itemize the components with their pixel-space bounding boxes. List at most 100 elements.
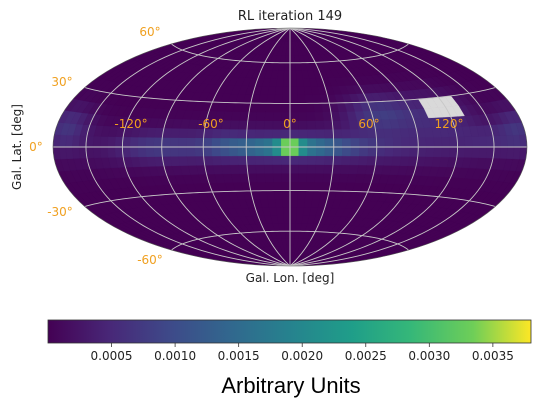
heatmap-pixel <box>92 135 102 148</box>
heatmap-pixel <box>376 146 386 157</box>
heatmap-pixel <box>289 190 299 200</box>
heatmap-pixel <box>282 198 291 208</box>
heatmap-pixel <box>178 128 189 138</box>
heatmap-pixel <box>456 136 466 148</box>
heatmap-pixel <box>425 146 435 157</box>
heatmap-pixel <box>170 127 181 138</box>
heatmap-pixel <box>284 55 291 64</box>
heatmap-pixel <box>359 137 369 148</box>
heatmap-pixel <box>281 146 291 157</box>
heatmap-pixel <box>263 120 274 130</box>
lon-tick-0: 0° <box>283 117 297 131</box>
heatmap-pixel <box>306 173 316 183</box>
heatmap-pixel <box>289 62 297 71</box>
heatmap-pixel <box>276 70 285 79</box>
heatmap-pixel <box>297 181 307 191</box>
heatmap-pixel <box>267 86 277 96</box>
heatmap-pixel <box>122 136 132 148</box>
heatmap-pixel <box>298 137 308 148</box>
heatmap-pixel <box>331 120 342 130</box>
heatmap-pixel <box>228 137 238 148</box>
heatmap-pixel <box>297 173 308 183</box>
colorbar-tick-label: 0.0035 <box>472 349 514 363</box>
heatmap-pixel <box>289 173 299 183</box>
heatmap-pixel <box>425 137 435 148</box>
heatmap-pixel <box>324 129 334 139</box>
colorbar-tick-label: 0.0025 <box>345 349 387 363</box>
heatmap-pixel <box>375 155 386 166</box>
heatmap-pixel <box>297 190 306 200</box>
heatmap-pixel <box>99 136 109 148</box>
heatmap-pixel <box>145 137 155 148</box>
heatmap-pixel <box>170 156 181 167</box>
heatmap-pixel <box>153 146 163 157</box>
heatmap-pixel <box>332 128 343 139</box>
heatmap-pixel <box>315 155 326 165</box>
heatmap-pixel <box>499 135 508 148</box>
heatmap-pixel <box>255 120 265 130</box>
heatmap-pixel <box>107 136 116 148</box>
heatmap-pixel <box>264 111 274 121</box>
heatmap-pixel <box>441 136 451 148</box>
heatmap-pixel <box>129 146 139 158</box>
heatmap-pixel <box>237 137 247 148</box>
heatmap-pixel <box>358 155 369 166</box>
heatmap-pixel <box>254 146 265 157</box>
heatmap-pixel <box>313 103 323 113</box>
heatmap-pixel <box>72 146 81 159</box>
colorbar-ticks: 0.0005 0.0010 0.0015 0.0020 0.0025 0.0030 0.00… <box>91 343 514 363</box>
heatmap-pixel <box>305 103 315 113</box>
heatmap-pixel <box>296 86 306 96</box>
heatmap-pixel <box>237 146 247 157</box>
heatmap-pixel <box>391 156 402 166</box>
heatmap-pixel <box>298 129 308 139</box>
heatmap-pixel <box>306 111 316 121</box>
heatmap-pixel <box>153 137 163 148</box>
heatmap-pixel <box>341 155 352 166</box>
heatmap-pixel <box>211 146 221 157</box>
heatmap-pixel <box>72 135 81 148</box>
heatmap-pixel <box>258 190 268 200</box>
heatmap-pixel <box>256 173 266 183</box>
heatmap-pixel <box>367 146 377 157</box>
heatmap-pixel <box>283 215 291 224</box>
heatmap-pixel <box>324 146 334 157</box>
heatmap-pixel <box>254 129 265 139</box>
heatmap-pixel <box>169 137 179 148</box>
heatmap-pixel <box>282 86 291 96</box>
heatmap-pixel <box>289 94 299 104</box>
x-axis-label: Gal. Lon. [deg] <box>246 271 335 285</box>
heatmap-pixel <box>464 146 473 158</box>
heatmap-pixel <box>254 155 265 165</box>
heatmap-pixel <box>281 190 291 200</box>
heatmap-pixel <box>229 120 240 130</box>
heatmap-pixel <box>307 129 317 139</box>
heatmap-pixel <box>348 164 359 175</box>
heatmap-pixel <box>186 128 197 139</box>
parallel-line <box>171 230 409 251</box>
heatmap-pixel <box>276 215 285 224</box>
heatmap-pixel <box>289 78 298 87</box>
heatmap-pixel <box>366 155 377 166</box>
heatmap-pixel <box>246 129 256 139</box>
heatmap-pixel <box>212 164 224 175</box>
heatmap-pixel <box>284 230 291 239</box>
heatmap-pixel <box>114 146 124 158</box>
heatmap-pixel <box>297 103 307 113</box>
heatmap-pixel <box>221 164 232 175</box>
heatmap-pixel <box>289 164 299 174</box>
heatmap-pixel <box>314 111 324 121</box>
heatmap-pixel <box>137 136 147 148</box>
lat-tick-30: 30° <box>51 75 72 89</box>
heatmap-pixel <box>263 137 273 148</box>
heatmap-pixel <box>341 128 352 139</box>
heatmap-pixel <box>220 146 230 157</box>
lon-tick-minus-60: -60° <box>198 117 224 131</box>
heatmap-pixel <box>401 146 411 157</box>
heatmap-pixel <box>298 155 308 165</box>
heatmap-pixel <box>282 78 291 87</box>
heatmap-pixel <box>331 164 342 174</box>
heatmap-pixel <box>246 164 257 174</box>
heatmap-pixel <box>267 198 277 208</box>
heatmap-pixel <box>359 146 369 157</box>
